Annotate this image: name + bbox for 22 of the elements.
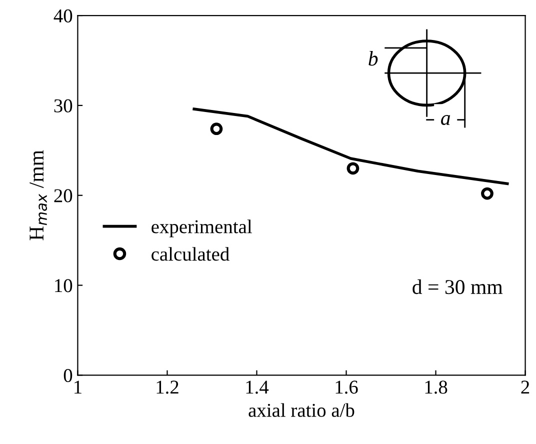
- y-tick-label: 0: [64, 368, 72, 382]
- annotation: d = 30 mm: [412, 279, 503, 294]
- x-tick-label: 2: [521, 380, 530, 394]
- annotation: b: [368, 51, 378, 66]
- x-tick-label: 1.8: [425, 380, 448, 394]
- y-axis-title: H$_{max}$ /mm: [30, 150, 48, 240]
- y-tick-label: 10: [55, 279, 72, 292]
- x-tick-label: 1.6: [336, 380, 358, 394]
- legend-label: calculated: [152, 247, 230, 261]
- y-tick-label: 20: [54, 189, 72, 202]
- y-tick-label: 30: [54, 99, 72, 112]
- line-series: [192, 108, 509, 186]
- point: [346, 162, 360, 175]
- annotation: a: [441, 115, 450, 126]
- x-axis-title: axial ratio a/b: [248, 403, 354, 417]
- x-tick-label: 1: [74, 380, 82, 394]
- point: [481, 187, 494, 200]
- x-tick-label: 1.2: [156, 380, 178, 394]
- x-tick-label: 1.4: [246, 380, 269, 394]
- y-tick-label: 40: [54, 9, 72, 22]
- point: [210, 122, 223, 136]
- legend-label: experimental: [152, 220, 252, 238]
